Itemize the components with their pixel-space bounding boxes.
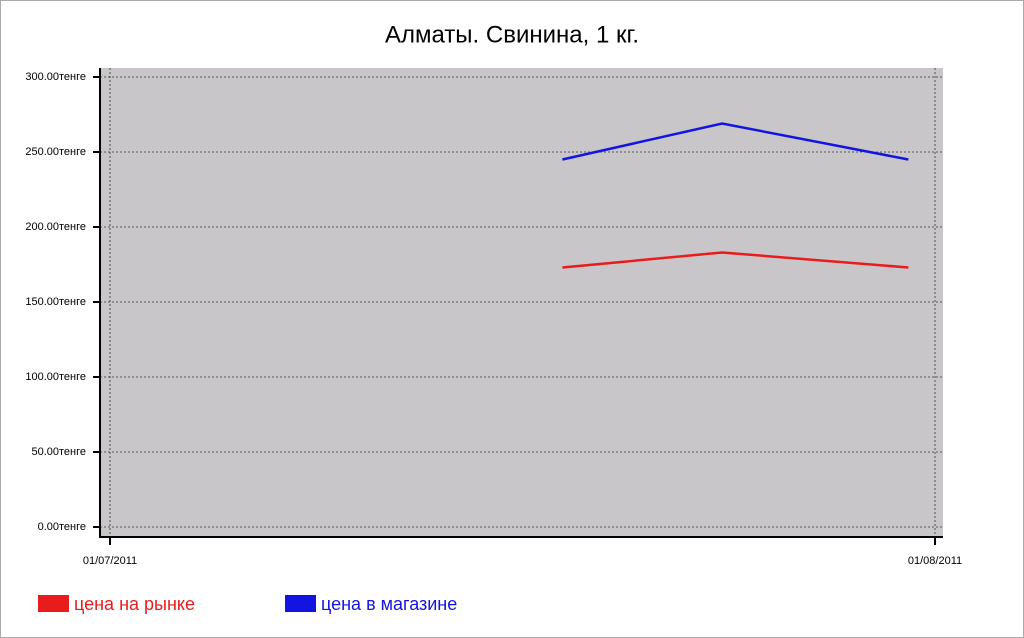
series-line (562, 122, 909, 161)
y-tick-label: 200.00тенге (25, 221, 86, 233)
y-tick-label: 100.00тенге (25, 371, 86, 383)
y-tick-label: 300.00тенге (25, 71, 86, 83)
legend-label: цена в магазине (321, 594, 457, 614)
series-line (562, 251, 909, 269)
x-tick-label: 01/07/2011 (83, 555, 137, 567)
x-tick-label: 01/08/2011 (908, 555, 962, 567)
legend-swatch (38, 595, 69, 612)
plot-area (100, 68, 943, 537)
chart-title: Алматы. Свинина, 1 кг. (385, 21, 639, 48)
legend-swatch (285, 595, 316, 612)
y-tick-label: 250.00тенге (25, 146, 86, 158)
legend-label: цена на рынке (74, 594, 195, 614)
y-tick-label: 150.00тенге (25, 296, 86, 308)
y-tick-label: 0.00тенге (38, 521, 86, 533)
y-tick-label: 50.00тенге (31, 446, 86, 458)
